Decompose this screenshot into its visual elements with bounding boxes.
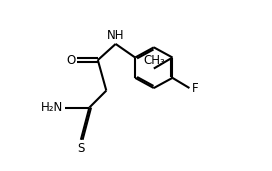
- Text: NH: NH: [107, 29, 124, 42]
- Text: O: O: [67, 54, 76, 67]
- Text: S: S: [77, 142, 85, 155]
- Text: CH₃: CH₃: [143, 54, 165, 67]
- Text: H₂N: H₂N: [41, 101, 63, 114]
- Text: F: F: [191, 82, 198, 95]
